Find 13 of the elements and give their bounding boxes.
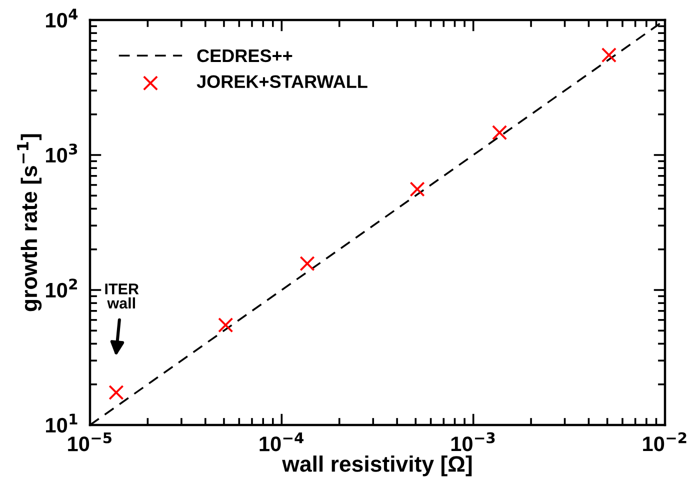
x-tick-label: 10$^{−2}$ <box>643 432 686 452</box>
x-axis-title: wall resistivity [Ω] <box>282 456 472 476</box>
annotation: ITER wall <box>105 284 139 309</box>
legend-label: JOREK+STARWALL <box>196 75 368 88</box>
x-tick-label: 10$^{−3}$ <box>451 432 495 452</box>
y-tick-label: 10$^{1}$ <box>46 414 78 433</box>
x-tick-label: 10$^{−4}$ <box>260 432 304 452</box>
y-tick-label: 10$^{4}$ <box>46 8 78 28</box>
x-tick-label: 10$^{−5}$ <box>68 432 112 452</box>
y-tick-label: 10$^{2}$ <box>46 278 77 298</box>
y-axis-title: growth rate [s$^{−1}$] <box>17 134 42 312</box>
y-tick-label: 10$^{3}$ <box>46 144 78 163</box>
legend-label: CEDRES++ <box>197 49 292 62</box>
